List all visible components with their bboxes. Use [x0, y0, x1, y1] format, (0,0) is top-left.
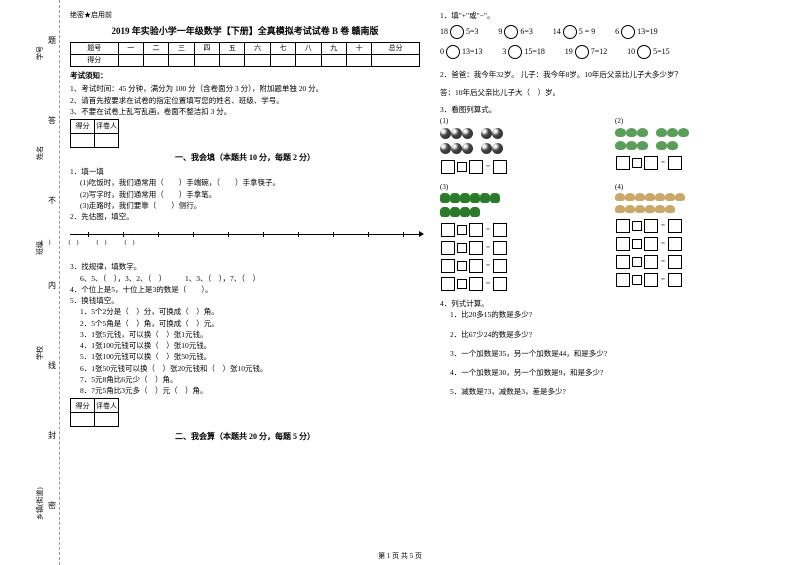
blank-circle [450, 25, 464, 39]
q1-3: (3)走路时，我们要靠（ ）侧行。 [70, 200, 420, 211]
pic-3: (3) = = = = [440, 181, 615, 295]
q1-1: (1)吃饭时，我们通常用（ ）手端碗，（ ）手拿筷子。 [70, 177, 420, 188]
q5-7: 7．5元8角比6元少（ ）角。 [70, 374, 420, 385]
score-header-row: 题号 一 二 三 四 五 六 七 八 九 十 总分 [71, 43, 420, 55]
score-h-8: 八 [296, 43, 321, 55]
q5-1: 1．5个2分是（ ）分，可换成（ ）角。 [70, 306, 420, 317]
notice-3: 3、不要在试卷上乱写乱画，卷面不整洁扣 3 分。 [70, 106, 420, 117]
eq-7: 105=15 [627, 45, 670, 59]
rq2: 2．爸爸：我今年32岁。 儿子：我今年8岁。10年后父亲比儿子大多少岁？ [440, 69, 790, 80]
eq-2: 145 = 9 [553, 25, 596, 39]
eq-0: 185=3 [440, 25, 479, 39]
page-footer: 第 1 页 共 5 页 [0, 551, 800, 561]
dashed-char-2: 不 [48, 195, 56, 206]
q5-3: 3．1张5元钱，可以换（ ）张1元钱。 [70, 329, 420, 340]
q5-6: 6．1张50元钱可以换（ ）张20元钱和（ ）张10元钱。 [70, 363, 420, 374]
notice-title: 考试须知： [70, 70, 420, 81]
score-h-4: 四 [194, 43, 219, 55]
score-h-5: 五 [220, 43, 245, 55]
dashed-char-0: 题 [48, 35, 56, 46]
q2-blanks: ( ) ( ) ( ) ( ) [41, 239, 135, 248]
dashed-char-4: 线 [48, 360, 56, 371]
pic-4: (4) = = = = [615, 181, 790, 295]
pic-1: (1) = [440, 115, 615, 177]
secret-label: 绝密★启用前 [70, 10, 420, 21]
q5-8: 8．7元5角比3元多（ ）元（ ）角。 [70, 385, 420, 396]
section2-title: 二、我会算（本题共 20 分，每题 5 分） [70, 431, 420, 443]
fill-sign-grid: 185=3 96=3 145 = 9 613=19 013=13 315=18 … [440, 25, 790, 65]
rq3-title: 3．看图列算式。 [440, 104, 790, 115]
dashed-char-1: 答 [48, 115, 56, 126]
q5-title: 5．换钱填空。 [70, 295, 420, 306]
q4: 4．个位上是5，十位上是3的数是（ ）。 [70, 284, 420, 295]
q5-5: 5．1张100元钱可以换（ ）张50元钱。 [70, 351, 420, 362]
rq4-2: 2．比67少24的数是多少? [440, 329, 790, 340]
score-h-10: 十 [346, 43, 371, 55]
eq-1: 96=3 [498, 25, 533, 39]
score-row-label: 得分 [71, 55, 119, 67]
page-content: 绝密★启用前 2019 年实验小学一年级数学【下册】全真模拟考试试卷 B 卷 赣… [70, 10, 790, 445]
q2-title: 2．先估图，填空。 [70, 211, 420, 222]
margin-label-name: 姓名 [35, 146, 45, 160]
score-table: 题号 一 二 三 四 五 六 七 八 九 十 总分 得分 [70, 42, 420, 67]
margin-label-town: 乡镇(街道) [35, 487, 45, 520]
score-h-9: 九 [321, 43, 346, 55]
dashed-char-6: 密 [48, 500, 56, 511]
eq-3: 613=19 [615, 25, 658, 39]
right-column: 1．填"+"或"−"。 185=3 96=3 145 = 9 613=19 01… [440, 10, 790, 445]
score-h-7: 七 [270, 43, 295, 55]
left-column: 绝密★启用前 2019 年实验小学一年级数学【下册】全真模拟考试试卷 B 卷 赣… [70, 10, 420, 445]
rq4-1: 1．比20多15的数是多少? [440, 309, 790, 320]
rq4-title: 4．列式计算。 [440, 298, 790, 309]
dashed-char-5: 封 [48, 430, 56, 441]
q3-title: 3．找规律，填数字。 [70, 261, 420, 272]
eval-c2: 评卷人 [95, 120, 119, 134]
margin-label-id: 学号 [35, 46, 45, 60]
score-value-row: 得分 [71, 55, 420, 67]
q1-title: 1．填一填 [70, 166, 420, 177]
dashed-char-3: 内 [48, 280, 56, 291]
eval-box-1: 得分评卷人 [70, 119, 119, 148]
notice-2: 2、请首先按要求在试卷的指定位置填写您的姓名、班级、学号。 [70, 95, 420, 106]
score-h-3: 三 [169, 43, 194, 55]
pic-2: (2) = [615, 115, 790, 177]
notice-1: 1、考试时间：45 分钟，满分为 100 分（含卷面分 3 分），附加题单独 2… [70, 83, 420, 94]
pic-equations: (1) = (2) = (3) = = = = [440, 115, 790, 298]
binding-margin: 学号 姓名 班级 学校 乡镇(街道) 题 答 不 内 线 封 密 [0, 0, 60, 565]
eval-c1: 得分 [71, 120, 95, 134]
score-h-0: 题号 [71, 43, 119, 55]
section1-title: 一、我会填（本题共 10 分，每题 2 分） [70, 152, 420, 164]
number-line-arrow-icon [419, 231, 424, 237]
q5-4: 4．1张100元钱可以换（ ）张10元钱。 [70, 340, 420, 351]
margin-label-school: 学校 [35, 346, 45, 360]
rq4-4: 4．一个加数是30，另一个加数是9，和是多少? [440, 367, 790, 378]
score-h-2: 二 [143, 43, 168, 55]
score-h-6: 六 [245, 43, 270, 55]
q3-line: 6、5、（ ），3、2、（ ） 1、3、（ ），7、（ ） [70, 273, 420, 284]
q5-2: 2．5个5角是（ ）角，可换成（ ）元。 [70, 318, 420, 329]
exam-title: 2019 年实验小学一年级数学【下册】全真模拟考试试卷 B 卷 赣南版 [70, 25, 420, 39]
rq1-title: 1．填"+"或"−"。 [440, 10, 790, 21]
rq4-3: 3．一个加数是35，另一个加数是44，和是多少? [440, 348, 790, 359]
eq-5: 315=18 [502, 45, 545, 59]
rq2-ans: 答：10年后父亲比儿子大（ ）岁。 [440, 87, 790, 98]
score-h-1: 一 [118, 43, 143, 55]
rq4-5: 5．减数是73，减数是3，差是多少? [440, 386, 790, 397]
score-h-11: 总分 [372, 43, 420, 55]
eq-4: 013=13 [440, 45, 483, 59]
q1-2: (2)写字时，我们通常用（ ）手拿笔。 [70, 189, 420, 200]
number-line: ( ) ( ) ( ) ( ) [70, 234, 420, 258]
eq-6: 197=12 [565, 45, 608, 59]
eval-box-2: 得分评卷人 [70, 398, 119, 427]
